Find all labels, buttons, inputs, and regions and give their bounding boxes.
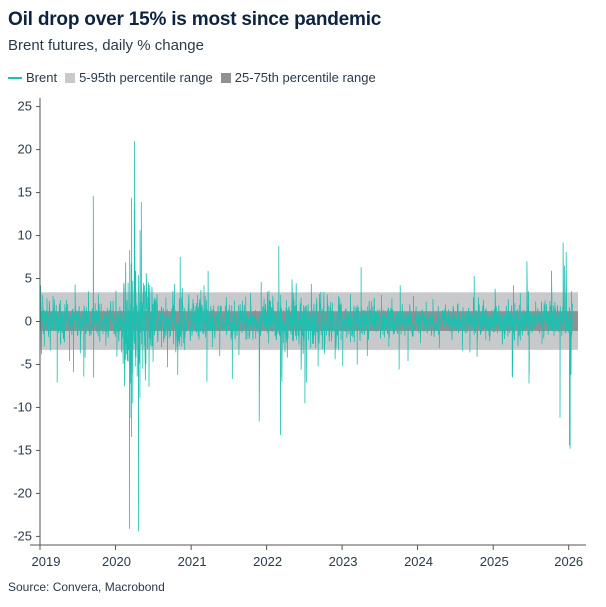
legend-swatch-p5-95: [65, 72, 76, 83]
x-tick-label: 2021: [178, 554, 207, 569]
x-tick-label: 2026: [554, 554, 583, 569]
legend-label-p5-95: 5-95th percentile range: [79, 70, 213, 85]
y-tick-label: 25: [18, 99, 32, 114]
y-tick-label: -15: [13, 442, 32, 457]
chart-subtitle: Brent futures, daily % change: [8, 37, 204, 54]
legend-swatch-p25-75: [220, 72, 231, 83]
chart-title: Oil drop over 15% is most since pandemic: [8, 9, 382, 30]
y-tick-label: -5: [20, 356, 32, 371]
y-tick-label: 15: [18, 185, 32, 200]
legend-swatch-brent: [8, 76, 22, 79]
y-tick-label: 0: [25, 314, 32, 329]
legend-item-p25-75: 25-75th percentile range: [220, 70, 376, 85]
y-tick-label: 5: [25, 271, 32, 286]
legend-item-brent: Brent: [8, 70, 57, 85]
legend-label-brent: Brent: [26, 70, 58, 85]
legend: Brent 5-95th percentile range 25-75th pe…: [8, 70, 384, 85]
legend-item-p5-95: 5-95th percentile range: [65, 70, 213, 85]
legend-label-p25-75: 25-75th percentile range: [234, 70, 376, 85]
x-tick-label: 2023: [329, 554, 358, 569]
y-tick-label: -10: [13, 399, 32, 414]
y-tick-label: 10: [18, 228, 32, 243]
y-tick-label: 20: [18, 142, 32, 157]
y-tick-label: -20: [13, 485, 32, 500]
series-line-brent: [39, 140, 573, 532]
x-tick-label: 2024: [404, 554, 433, 569]
x-tick-label: 2020: [102, 554, 131, 569]
x-tick-label: 2022: [253, 554, 282, 569]
x-tick-label: 2019: [32, 554, 61, 569]
x-tick-label: 2025: [480, 554, 509, 569]
source-note: Source: Convera, Macrobond: [8, 580, 165, 594]
y-tick-label: -25: [13, 528, 32, 543]
